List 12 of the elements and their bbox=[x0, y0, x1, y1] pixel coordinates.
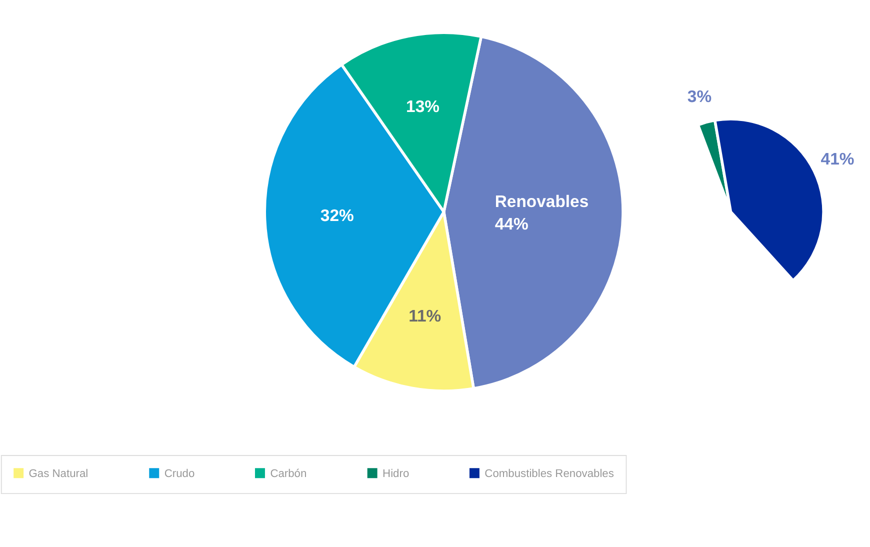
legend-label: Combustibles Renovables bbox=[484, 468, 614, 480]
data-label: 3% bbox=[687, 86, 712, 106]
slice-label: Renovables bbox=[494, 192, 589, 212]
legend-label: Crudo bbox=[164, 468, 195, 480]
data-label: 11% bbox=[408, 306, 442, 326]
data-label: 44% bbox=[494, 214, 528, 234]
data-label: 41% bbox=[820, 149, 854, 168]
legend-label: Carbón bbox=[270, 468, 307, 480]
legend-label: Gas Natural bbox=[28, 468, 88, 480]
data-label: 13% bbox=[406, 96, 440, 116]
data-label: 32% bbox=[320, 206, 354, 225]
legend-label: Hidro bbox=[382, 468, 410, 480]
